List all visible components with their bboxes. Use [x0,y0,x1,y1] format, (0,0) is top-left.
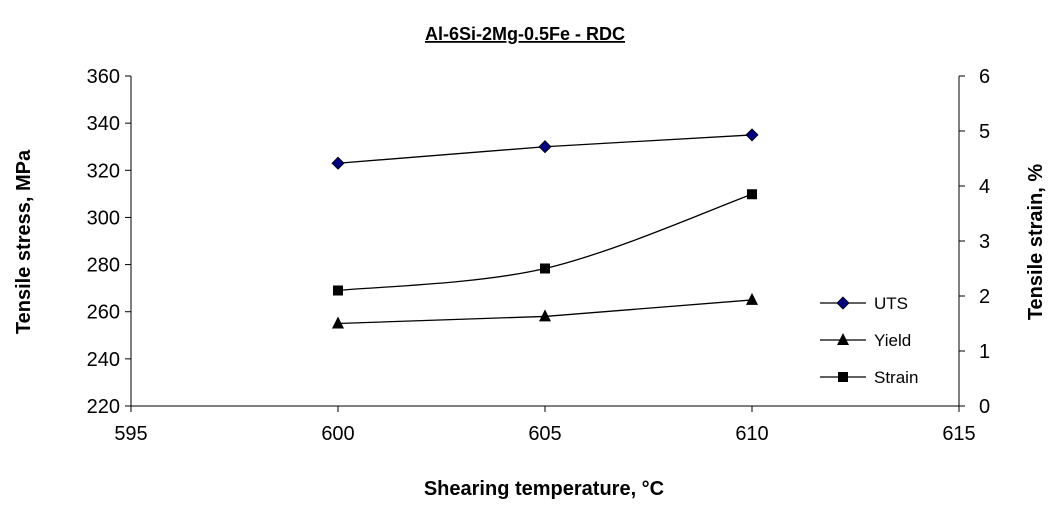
y-tick-label: 300 [87,207,120,229]
x-tick-label: 615 [942,423,975,445]
legend: UTS Yield Strain [820,294,918,387]
y2-tick-label: 0 [979,396,990,418]
data-point-strain [540,263,550,274]
y-tick-label: 280 [87,255,120,277]
legend-marker-strain [838,372,848,382]
chart-title: Al-6Si-2Mg-0.5Fe - RDC [425,24,625,44]
y2-axis-title: Tensile strain, % [1025,164,1047,321]
data-point-yield [746,292,758,305]
y-tick-label: 360 [87,66,120,88]
y2-tick-label: 2 [979,286,990,308]
y2-tick-label: 5 [979,121,990,143]
series-line-strain [337,193,753,292]
x-tick-label: 605 [528,423,561,445]
x-tick-labels: 595 600 605 610 615 [114,423,975,445]
y-tick-label: 220 [87,396,120,418]
legend-marker-uts [836,296,850,310]
y2-tick-label: 6 [979,66,990,88]
y2-tick-label: 3 [979,231,990,253]
data-point-uts [538,140,552,154]
y-tick-label: 260 [87,302,120,324]
x-tick-label: 610 [735,423,768,445]
data-point-strain [333,285,343,296]
y-tick-label: 240 [87,349,120,371]
y-tick-labels: 220 240 260 280 300 320 340 360 [87,66,120,418]
data-point-uts [331,156,345,170]
legend-label-yield: Yield [874,331,911,350]
x-axis-title: Shearing temperature, °C [424,478,664,500]
axes [125,75,965,412]
data-point-uts [745,128,759,142]
x-tick-label: 600 [321,423,354,445]
y-axis-title: Tensile stress, MPa [13,149,35,334]
y-tick-label: 320 [87,160,120,182]
series-markers [331,128,759,329]
data-point-yield [539,309,551,322]
y2-tick-labels: 0 1 2 3 4 5 6 [979,66,990,418]
legend-marker-yield [837,333,849,345]
data-point-strain [747,189,757,200]
x-tick-label: 595 [114,423,147,445]
legend-label-uts: UTS [874,294,908,313]
y-tick-label: 340 [87,113,120,135]
y2-tick-label: 1 [979,341,990,363]
data-point-yield [332,316,344,329]
y2-tick-label: 4 [979,176,990,198]
series-lines [337,134,753,325]
legend-label-strain: Strain [874,368,918,387]
